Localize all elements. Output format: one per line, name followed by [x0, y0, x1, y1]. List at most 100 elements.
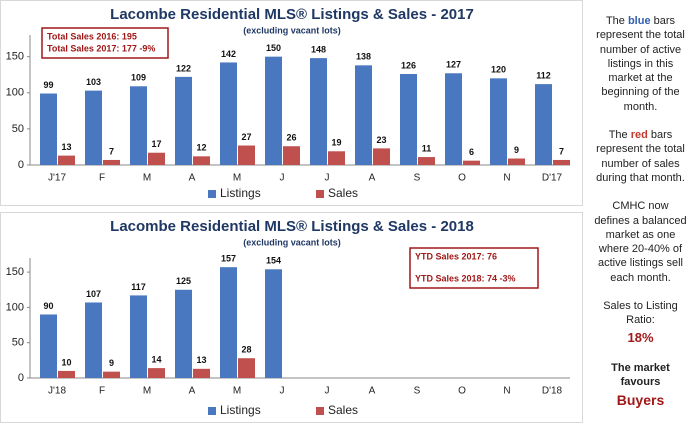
y-tick-label: 100	[6, 87, 24, 99]
x-tick-label: M	[143, 173, 151, 184]
bar	[58, 370, 75, 378]
x-tick-label: F	[99, 173, 105, 184]
bar	[508, 158, 525, 165]
bar	[85, 90, 102, 165]
bar	[103, 159, 120, 165]
y-tick-label: 0	[18, 159, 24, 171]
charts: Lacombe Residential MLS® Listings & Sale…	[0, 0, 583, 423]
data-label: 6	[469, 147, 474, 157]
bar	[283, 146, 300, 165]
legend-swatch	[208, 407, 216, 415]
bar	[310, 58, 327, 165]
ratio-label: Sales to Listing Ratio:	[603, 300, 678, 327]
data-label: 27	[241, 132, 251, 142]
data-label: 14	[151, 354, 161, 364]
y-tick-label: 150	[6, 51, 24, 63]
bar	[463, 160, 480, 165]
bar	[238, 145, 255, 165]
data-label: 157	[221, 254, 236, 264]
data-label: 13	[196, 355, 206, 365]
x-tick-label: N	[503, 173, 510, 184]
bar	[175, 76, 192, 165]
chart-subtitle: (excluding vacant lots)	[243, 237, 341, 247]
chart-subtitle: (excluding vacant lots)	[243, 25, 341, 35]
data-label: 13	[61, 142, 71, 152]
data-label: 127	[446, 60, 461, 70]
bar	[265, 269, 282, 378]
note-blue: The blue bars represent the total number…	[594, 14, 687, 114]
data-label: 109	[131, 73, 146, 83]
bar	[130, 86, 147, 165]
bar	[130, 295, 147, 378]
data-label: 142	[221, 49, 236, 59]
data-label: 103	[86, 77, 101, 87]
text: The	[608, 129, 631, 142]
bar	[193, 156, 210, 165]
market-label: The market favours	[611, 361, 670, 388]
bar	[148, 152, 165, 165]
x-tick-label: A	[189, 173, 196, 184]
x-tick-label: A	[189, 386, 196, 397]
data-label: 90	[43, 301, 53, 311]
x-tick-label: A	[369, 386, 376, 397]
bar	[58, 155, 75, 165]
x-tick-label: S	[414, 173, 421, 184]
data-label: 125	[176, 276, 191, 286]
data-label: 120	[491, 65, 506, 75]
annotation-box	[409, 247, 539, 289]
bar	[40, 314, 57, 378]
data-label: 12	[196, 143, 206, 153]
legend-label: Listings	[220, 186, 261, 200]
data-label: 9	[109, 358, 114, 368]
x-tick-label: D'18	[542, 386, 563, 397]
text: red	[630, 129, 648, 142]
x-tick-label: J	[280, 173, 285, 184]
data-label: 17	[151, 139, 161, 149]
y-tick-label: 100	[6, 301, 24, 313]
data-label: 126	[401, 60, 416, 70]
data-label: 154	[266, 256, 281, 266]
y-tick-label: 50	[12, 123, 24, 135]
bar	[445, 73, 462, 165]
bar	[220, 267, 237, 378]
legend-label: Sales	[328, 186, 358, 200]
bar	[418, 157, 435, 165]
bar	[193, 368, 210, 378]
data-label: 7	[559, 146, 564, 156]
x-tick-label: A	[369, 173, 376, 184]
bar	[85, 302, 102, 378]
bar	[328, 151, 345, 165]
y-tick-label: 150	[6, 266, 24, 278]
sidebar: The blue bars represent the total number…	[588, 0, 693, 423]
ratio: 18%	[627, 329, 654, 345]
bar	[490, 78, 507, 165]
bar	[238, 358, 255, 378]
data-label: 11	[422, 143, 432, 153]
bar	[355, 65, 372, 165]
legend-swatch	[316, 190, 324, 198]
bar	[553, 159, 570, 165]
data-label: 26	[286, 133, 296, 143]
bar	[265, 56, 282, 165]
data-label: 10	[61, 357, 71, 367]
data-label: 138	[356, 52, 371, 62]
y-tick-label: 50	[12, 337, 24, 349]
x-tick-label: M	[143, 386, 151, 397]
x-tick-label: O	[458, 386, 466, 397]
annotation: YTD Sales 2018: 74 -3%	[415, 273, 516, 283]
bar	[148, 368, 165, 378]
text: bars represent the total number of sales…	[596, 129, 685, 184]
data-label: 23	[376, 135, 386, 145]
data-label: 150	[266, 43, 281, 53]
data-label: 112	[536, 70, 551, 80]
text: bars represent the total number of activ…	[596, 15, 685, 113]
x-tick-label: J	[325, 386, 330, 397]
x-tick-label: J'17	[48, 173, 66, 184]
annotation: Total Sales 2016: 195	[47, 31, 137, 41]
note-cmhc: CMHC now defines a balanced market as on…	[594, 200, 687, 284]
x-tick-label: M	[233, 386, 241, 397]
data-label: 122	[176, 63, 191, 73]
x-tick-label: S	[414, 386, 421, 397]
bar	[400, 74, 417, 165]
